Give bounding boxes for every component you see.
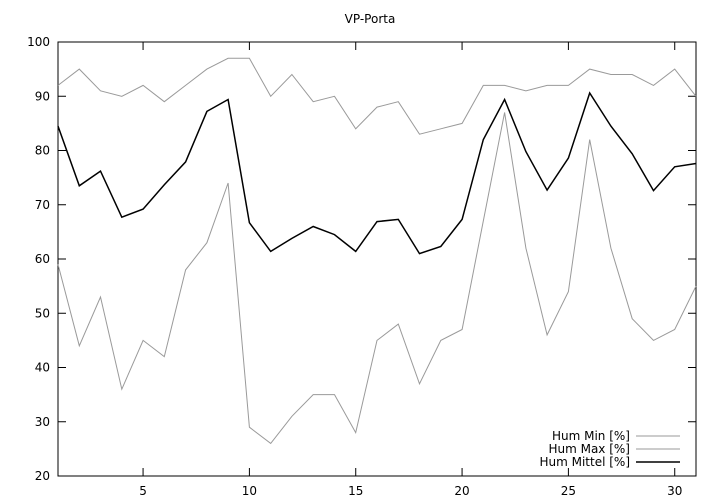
chart-title: VP-Porta: [345, 12, 396, 26]
x-tick-label: 25: [561, 484, 576, 498]
plot-axes: 20 30 40 50 60 70 80 90 100 5 10 15 20 25 30: [27, 35, 697, 498]
y-tick-label: 70: [35, 198, 50, 212]
plot-series: [57, 57, 697, 445]
y-tick-label: 20: [35, 469, 50, 483]
series-line-1: [57, 57, 697, 135]
legend-label: Hum Min [%]: [552, 429, 630, 443]
legend-label: Hum Max [%]: [548, 442, 630, 456]
legend: Hum Min [%]Hum Max [%]Hum Mittel [%]: [539, 429, 680, 469]
x-tick-label: 30: [667, 484, 682, 498]
x-tick-label: 20: [454, 484, 469, 498]
y-tick-label: 50: [35, 306, 50, 320]
y-tick-label: 60: [35, 252, 50, 266]
y-tick-label: 80: [35, 144, 50, 158]
x-tick-label: 10: [242, 484, 257, 498]
y-tick-label: 90: [35, 89, 50, 103]
y-tick-label: 30: [35, 415, 50, 429]
series-line-2: [57, 91, 697, 255]
y-tick-label: 100: [27, 35, 50, 49]
legend-label: Hum Mittel [%]: [539, 455, 630, 469]
x-tick-label: 15: [348, 484, 363, 498]
x-tick-label: 5: [139, 484, 147, 498]
y-tick-label: 40: [35, 361, 50, 375]
series-line-0: [57, 112, 697, 445]
